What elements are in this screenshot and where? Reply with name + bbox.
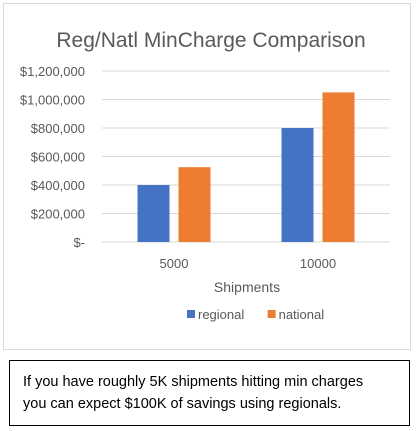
y-tick-label: $800,000: [31, 121, 85, 136]
bar-national-10000: [322, 92, 355, 242]
legend-label-national: national: [279, 307, 325, 322]
x-tick-label: 5000: [160, 256, 189, 271]
x-axis-tick-labels: 5000 10000: [160, 256, 337, 271]
legend: regional national: [187, 307, 324, 322]
note-box: If you have roughly 5K shipments hitting…: [9, 360, 410, 426]
y-tick-label: $200,000: [31, 207, 85, 222]
y-tick-label: $600,000: [31, 150, 85, 165]
y-axis-tick-labels: $- $200,000 $400,000 $600,000 $800,000 $1,000…: [20, 64, 85, 250]
chart-frame: Reg/Natl MinCharge Comparison $- $200,000…: [3, 3, 411, 350]
bar-chart: Reg/Natl MinCharge Comparison $- $200,000…: [20, 29, 390, 322]
bar-national-5000: [178, 167, 211, 242]
y-tick-label: $1,000,000: [20, 93, 85, 108]
note-line-1: If you have roughly 5K shipments hitting…: [23, 374, 364, 390]
note-line-2: you can expect $100K of savings using re…: [23, 396, 342, 412]
bars: [137, 92, 355, 242]
bar-regional-5000: [137, 185, 170, 242]
y-tick-label: $400,000: [31, 178, 85, 193]
x-axis-title: Shipments: [214, 279, 280, 295]
bar-regional-10000: [281, 128, 314, 242]
chart-title: Reg/Natl MinCharge Comparison: [56, 29, 365, 52]
legend-swatch-national: [267, 310, 276, 318]
x-tick-label: 10000: [300, 256, 336, 271]
legend-label-regional: regional: [198, 307, 244, 322]
legend-swatch-regional: [187, 310, 195, 318]
y-tick-label: $-: [73, 235, 85, 250]
y-tick-label: $1,200,000: [20, 64, 85, 79]
